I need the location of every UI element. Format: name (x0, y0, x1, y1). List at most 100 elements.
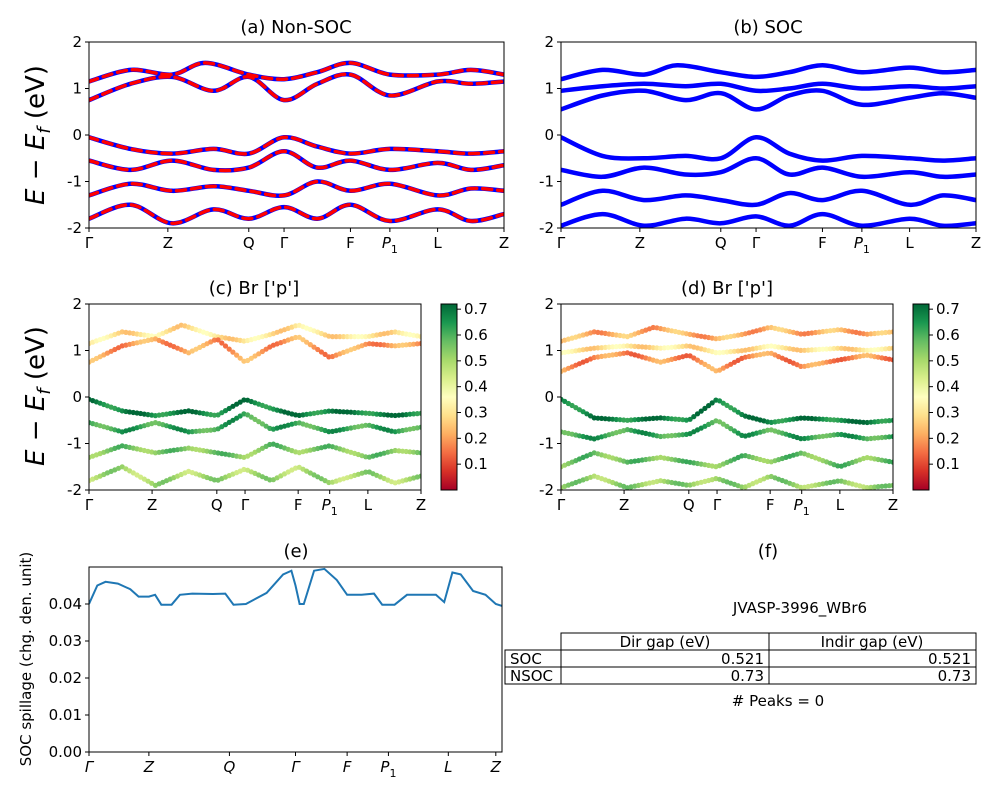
ytick-label-d-0: -2 (539, 481, 554, 499)
point-c-3-90 (418, 424, 421, 430)
point-c-1-61 (311, 344, 317, 350)
point-d-3-70 (816, 416, 822, 422)
point-d-6-90 (890, 482, 893, 488)
xtick-label-e-5-p: P (380, 758, 390, 776)
point-c-3-28 (189, 429, 195, 435)
point-c-1-62 (315, 346, 321, 353)
point-d-1-71 (820, 346, 826, 352)
xtick-label-a-1: Z (163, 234, 173, 252)
peaks-count: # Peaks = 0 (732, 692, 824, 710)
xtick-label-b-1: Z (635, 234, 645, 252)
band-points-d-3 (561, 396, 893, 426)
point-d-3-90 (890, 417, 893, 423)
point-c-1-57 (296, 334, 302, 340)
point-d-1-42 (713, 350, 719, 356)
band-points-c-0 (89, 322, 421, 347)
cbar-c-tick-label-6: 0.7 (464, 300, 488, 318)
point-c-3-32 (204, 427, 210, 433)
ytick-label-c-0: -2 (67, 481, 82, 499)
point-c-2-72 (352, 409, 358, 416)
band-a-1-1 (89, 72, 504, 102)
point-c-5-75 (363, 469, 369, 475)
material-id: JVASP-3996_WBr6 (732, 599, 867, 618)
point-d-0-90 (890, 329, 893, 335)
point-d-1-17 (621, 343, 627, 349)
point-d-1-10 (595, 345, 601, 351)
xtick-label-c-2: Q (211, 496, 223, 514)
point-d-3-40 (706, 403, 712, 409)
point-c-1-39 (230, 349, 236, 355)
point-c-1-79 (377, 342, 383, 348)
point-c-1-38 (226, 346, 232, 352)
xtick-label-b-2: Q (715, 234, 727, 252)
point-c-5-65 (326, 479, 332, 486)
band-points-d-5 (561, 450, 893, 470)
xtick-label-b-5-p: P (854, 234, 864, 252)
point-d-1-90 (890, 345, 893, 351)
point-d-3-66 (801, 415, 808, 421)
panel-e-title: (e) (283, 541, 308, 562)
table-row-soc-label: SOC (510, 650, 542, 668)
table-row-nsoc-label: NSOC (510, 667, 553, 685)
band-points-c-2 (89, 396, 421, 419)
ytick-label-c-2: 0 (72, 388, 82, 406)
colorbar-c: 0.1 0.2 0.3 0.4 0.5 0.6 0.7 (440, 300, 488, 491)
point-c-0-71 (348, 334, 354, 340)
xtick-label-d-5-sub: 1 (803, 505, 810, 518)
ytick-label-e-1: 0.01 (49, 706, 82, 724)
ytick-label-e-4: 0.04 (49, 595, 82, 613)
band-b-0-3 (561, 135, 976, 163)
point-c-0-73 (355, 334, 361, 340)
ytick-label-c-1: -1 (67, 435, 82, 453)
point-c-1-40 (234, 352, 240, 358)
xtick-label-c-6: L (364, 496, 373, 514)
point-c-1-36 (219, 340, 225, 346)
point-d-2-34 (683, 353, 690, 359)
point-d-1-74 (831, 345, 837, 352)
xtick-label-a-3: Γ (280, 234, 289, 252)
xtick-label-e-4: F (343, 758, 352, 776)
ytick-label-c-3: 1 (72, 342, 82, 360)
point-c-5-34 (211, 477, 217, 483)
band-a-1-5 (89, 203, 504, 226)
xtick-label-d-5-p: P (794, 496, 804, 514)
gap-table (504, 632, 977, 685)
point-c-1-90 (418, 340, 421, 347)
ytick-label-e-0: 0.00 (49, 743, 82, 761)
point-c-0-68 (337, 334, 343, 340)
xtick-label-a-4: F (346, 234, 355, 252)
band-points-c-4 (89, 441, 421, 460)
panel-d-title: (d) Br ['p'] (681, 278, 773, 299)
ytick-label-b-0: -2 (539, 219, 554, 237)
point-c-3-75 (363, 422, 369, 428)
ytick-label-c-4: 2 (72, 295, 82, 313)
point-c-0-72 (352, 334, 358, 340)
xtick-label-e-0: Γ (85, 758, 95, 776)
ytick-label-a-4: 2 (72, 33, 82, 51)
point-c-0-74 (359, 334, 365, 340)
point-d-3-71 (820, 416, 826, 422)
xtick-label-b-4: F (818, 234, 827, 252)
point-d-1-25 (650, 345, 656, 351)
point-d-2-65 (798, 363, 804, 369)
point-d-4-90 (890, 433, 893, 440)
point-c-2-69 (340, 409, 347, 415)
ytick-label-a-1: -1 (67, 173, 82, 191)
xtick-label-a-5: P1 (382, 234, 398, 256)
point-d-1-72 (824, 346, 830, 352)
cbar-d-tick-label-2: 0.3 (936, 404, 960, 422)
xtick-label-b-3: Γ (752, 234, 761, 252)
point-c-0-70 (344, 334, 350, 340)
point-c-4-89 (414, 449, 420, 456)
point-c-0-66 (329, 334, 336, 340)
point-c-0-69 (340, 334, 347, 340)
xtick-label-a-5-p: P (382, 234, 392, 252)
cbar-c-tick-label-2: 0.3 (464, 404, 488, 422)
xtick-label-b-5-sub: 1 (863, 243, 870, 256)
spillage-line-0 (89, 567, 502, 607)
table-row-soc-dir: 0.521 (721, 650, 764, 668)
colorbar-d: 0.1 0.2 0.3 0.4 0.5 0.6 0.7 (912, 300, 960, 491)
xtick-label-c-7: Z (416, 496, 426, 514)
point-c-1-82 (388, 343, 395, 349)
